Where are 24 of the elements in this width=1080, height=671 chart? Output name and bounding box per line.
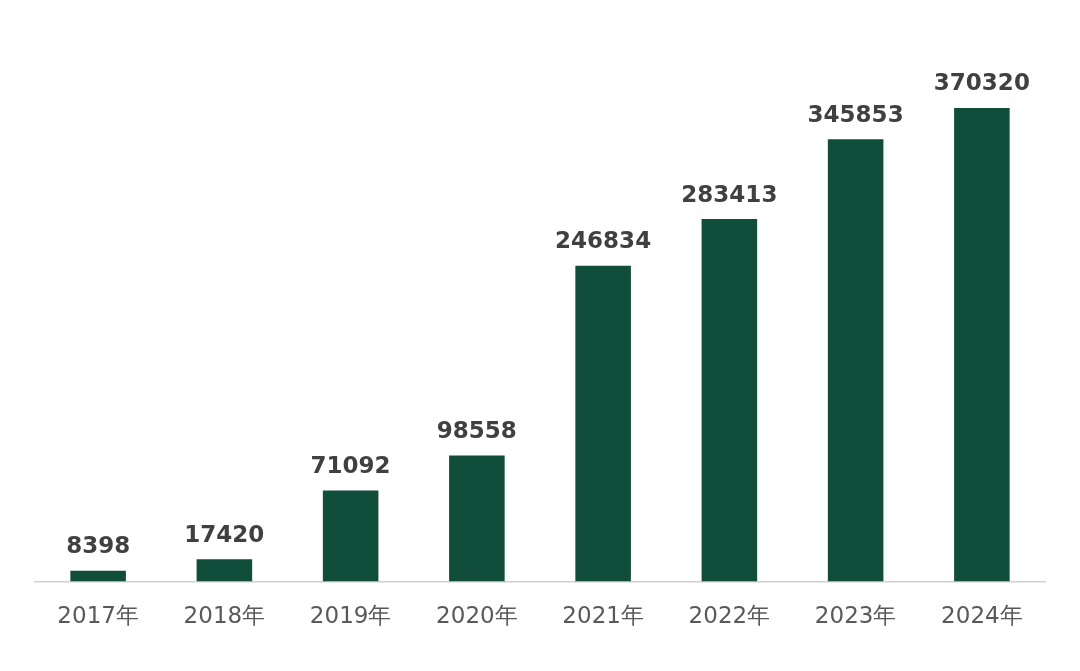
x-tick-label: 2018年 — [183, 602, 266, 629]
data-label: 17420 — [184, 520, 265, 547]
x-tick-label: 2024年 — [941, 602, 1023, 629]
data-label: 71092 — [310, 451, 391, 478]
x-tick-label: 2019年 — [309, 602, 392, 629]
data-label: 246834 — [555, 227, 652, 254]
x-tick-label: 2023年 — [814, 602, 897, 629]
bar — [827, 139, 884, 582]
bar — [322, 490, 379, 582]
data-label: 8398 — [66, 532, 131, 559]
data-label: 370320 — [933, 69, 1030, 96]
bar — [954, 107, 1010, 582]
x-tick-label: 2021年 — [562, 602, 644, 629]
data-label: 98558 — [436, 416, 517, 443]
data-label: 345853 — [807, 100, 904, 127]
bar — [575, 265, 631, 582]
x-tick-label: 2017年 — [57, 602, 139, 629]
bar — [449, 455, 505, 582]
x-tick-label: 2020年 — [436, 602, 518, 629]
data-label: 283413 — [681, 180, 778, 207]
bar — [70, 570, 126, 582]
x-tick-label: 2022年 — [688, 602, 771, 629]
bar — [196, 559, 253, 582]
bar — [701, 219, 758, 582]
